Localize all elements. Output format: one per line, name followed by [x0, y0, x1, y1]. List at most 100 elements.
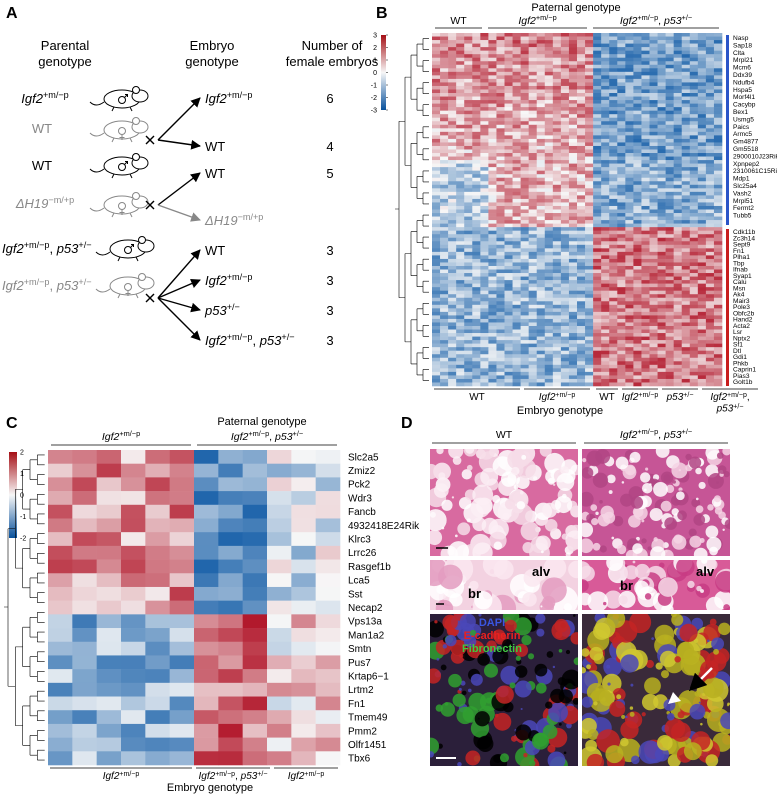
heatmap-cell	[673, 290, 683, 295]
heatmap-cell	[568, 43, 578, 48]
heatmap-cell	[633, 50, 642, 55]
heatmap-cell	[665, 195, 674, 200]
heatmap-cell	[689, 343, 699, 348]
heatmap-cell	[697, 269, 707, 274]
heatmap-cell	[601, 156, 610, 161]
heatmap-cell	[625, 251, 634, 256]
heatmap-cell	[649, 340, 658, 344]
heatmap-cell	[488, 160, 497, 164]
heatmap-cell	[568, 188, 578, 193]
heatmap-cell	[673, 325, 683, 330]
heatmap-cell	[448, 213, 457, 217]
heatmap-cell	[577, 375, 586, 380]
heatmap-cell	[673, 234, 683, 239]
heatmap-cell	[169, 723, 195, 738]
heatmap-cell	[528, 131, 538, 136]
arrow	[157, 297, 201, 313]
heatmap-cell	[432, 325, 441, 330]
heatmap-cell	[577, 304, 586, 309]
heatmap-cell	[528, 297, 538, 302]
heatmap-cell	[665, 114, 674, 119]
heatmap-cell	[705, 156, 715, 161]
heatmap-cell	[681, 311, 691, 316]
heatmap-cell	[448, 54, 457, 59]
heatmap-cell	[593, 117, 602, 122]
tissue-blob	[606, 614, 626, 629]
heatmap-cell	[641, 280, 650, 284]
heatmap-cell	[617, 121, 626, 126]
heatmap-cell	[121, 518, 146, 533]
heatmap-cell	[504, 47, 513, 51]
heatmap-cell	[560, 343, 570, 348]
heatmap-cell	[528, 156, 538, 161]
label-part: p53	[663, 429, 682, 441]
heatmap-cell	[649, 198, 658, 203]
heatmap-cell	[705, 36, 715, 41]
heatmap-cell	[601, 177, 610, 182]
label-part: Igf2	[231, 431, 249, 443]
heatmap-cell	[552, 343, 562, 348]
tissue-blob	[707, 472, 724, 489]
heatmap-cell	[145, 751, 170, 766]
heatmap-cell	[267, 518, 292, 533]
heatmap-cell	[673, 241, 683, 246]
heatmap-cell	[145, 450, 170, 464]
heatmap-cell	[673, 71, 683, 76]
heatmap-cell	[440, 209, 449, 214]
tissue-blob	[430, 463, 439, 480]
heatmap-cell	[536, 160, 546, 164]
heatmap-cell	[496, 318, 505, 323]
label-part: ,	[658, 429, 664, 441]
tissue-blob	[689, 703, 706, 720]
label-part: −m/+p	[238, 212, 264, 222]
heatmap-cell	[536, 357, 546, 362]
heatmap-cell	[528, 248, 538, 253]
heatmap-cell	[673, 375, 683, 380]
heatmap-cell	[705, 153, 715, 157]
heatmap-cell	[544, 248, 554, 253]
heatmap-cell	[552, 160, 562, 164]
tissue-blob	[467, 688, 472, 693]
heatmap-cell	[705, 33, 715, 37]
tissue-blob	[565, 649, 571, 655]
heatmap-cell	[536, 107, 546, 111]
heatmap-cell	[488, 269, 497, 274]
heatmap-cell	[504, 36, 513, 41]
heatmap-cell	[472, 149, 481, 154]
tissue-blob	[641, 538, 647, 544]
heatmap-cell	[641, 78, 650, 83]
heatmap-cell	[480, 322, 489, 327]
tissue-blob	[653, 482, 668, 497]
heatmap-cell	[673, 167, 683, 171]
heatmap-cell	[242, 723, 268, 738]
heatmap-cell	[585, 354, 594, 359]
heatmap-cell	[480, 329, 489, 334]
heatmap-cell	[568, 329, 578, 334]
heatmap-cell	[496, 262, 505, 267]
heatmap-cell	[464, 75, 473, 80]
heatmap-cell	[504, 382, 513, 387]
heatmap-cell	[464, 382, 473, 387]
tissue-blob	[589, 688, 613, 712]
tissue-blob	[430, 620, 444, 638]
heatmap-cell	[705, 170, 715, 175]
heatmap-cell	[593, 57, 602, 62]
heatmap-cell	[641, 241, 650, 246]
heatmap-cell	[496, 223, 505, 228]
tissue-blob	[603, 657, 622, 677]
heatmap-cell	[242, 518, 268, 533]
heatmap-cell	[585, 71, 594, 76]
heatmap-cell	[609, 33, 618, 37]
heatmap-cell	[520, 340, 529, 344]
genotype-label: Igf2+m/−p, p53+/−	[620, 13, 692, 28]
heatmap-cell	[440, 131, 449, 136]
heatmap-cell	[673, 40, 683, 44]
heatmap-cell	[713, 188, 723, 193]
heatmap-cell	[649, 89, 658, 94]
heatmap-cell	[552, 75, 562, 80]
heatmap-cell	[194, 600, 219, 615]
heatmap-cell	[528, 361, 538, 366]
heatmap-cell	[633, 64, 642, 69]
heatmap-cell	[528, 276, 538, 281]
tissue-blob	[465, 750, 481, 766]
